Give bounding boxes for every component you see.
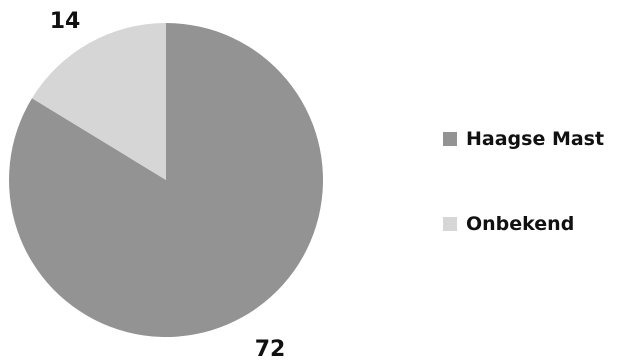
pie-slices <box>9 23 324 337</box>
pie-slice-haagse-mast <box>9 23 324 337</box>
data-label-onbekend: 14 <box>50 9 81 34</box>
legend-swatch-haagse-mast <box>443 132 457 146</box>
pie-data-labels: 72 14 <box>50 9 286 361</box>
pie-slice-onbekend <box>31 23 166 180</box>
data-label-haagse-mast: 72 <box>255 337 286 361</box>
legend-label-onbekend: Onbekend <box>466 213 574 235</box>
legend: Haagse Mast Onbekend <box>443 128 604 235</box>
legend-label-haagse-mast: Haagse Mast <box>466 128 604 150</box>
legend-swatch-onbekend <box>443 217 457 231</box>
